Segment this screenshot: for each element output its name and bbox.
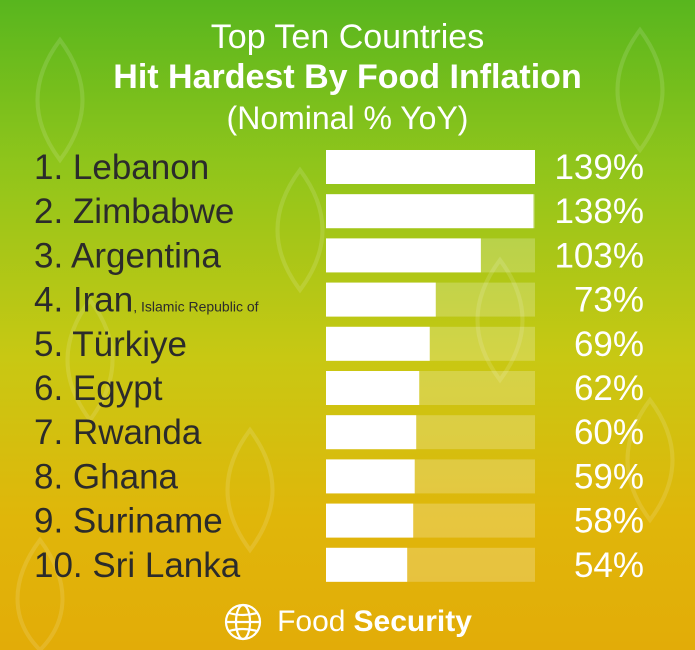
category-label: 2. Zimbabwe bbox=[34, 192, 234, 231]
footer: Food Security bbox=[0, 600, 695, 644]
chart-unit: (Nominal % YoY) bbox=[226, 100, 469, 136]
bar bbox=[326, 371, 420, 405]
footer-word-food: Food bbox=[277, 605, 346, 638]
category-label: 9. Suriname bbox=[34, 502, 223, 541]
bar bbox=[326, 415, 417, 450]
bar bbox=[326, 150, 535, 184]
value-label: 139% bbox=[554, 148, 644, 187]
category-label: 5. Türkiye bbox=[34, 325, 187, 364]
category-label: 8. Ghana bbox=[34, 457, 179, 496]
chart-subtitle: Hit Hardest By Food Inflation bbox=[113, 58, 582, 96]
value-label: 73% bbox=[574, 281, 644, 320]
value-label: 60% bbox=[574, 413, 644, 452]
value-label: 54% bbox=[574, 546, 644, 585]
bar bbox=[326, 326, 430, 361]
category-label: 10. Sri Lanka bbox=[34, 546, 241, 585]
category-label: 4. Iran, Islamic Republic of bbox=[34, 281, 259, 320]
footer-word-security: Security bbox=[353, 605, 472, 638]
bar bbox=[326, 238, 481, 273]
value-label: 69% bbox=[574, 325, 644, 364]
value-label: 58% bbox=[574, 502, 644, 541]
value-label: 138% bbox=[554, 192, 644, 231]
category-label: 7. Rwanda bbox=[34, 413, 202, 452]
bar bbox=[326, 194, 534, 229]
value-label: 62% bbox=[574, 369, 644, 408]
bar bbox=[326, 503, 414, 538]
category-label: 1. Lebanon bbox=[34, 148, 209, 187]
chart-title: Top Ten Countries bbox=[210, 18, 485, 56]
bar bbox=[326, 547, 408, 582]
category-label: 3. Argentina bbox=[34, 236, 221, 275]
value-label: 103% bbox=[554, 236, 644, 275]
bar bbox=[326, 459, 415, 494]
bar bbox=[326, 282, 436, 317]
category-label: 6. Egypt bbox=[34, 369, 163, 408]
globe-icon bbox=[225, 603, 262, 641]
value-label: 59% bbox=[574, 457, 644, 496]
